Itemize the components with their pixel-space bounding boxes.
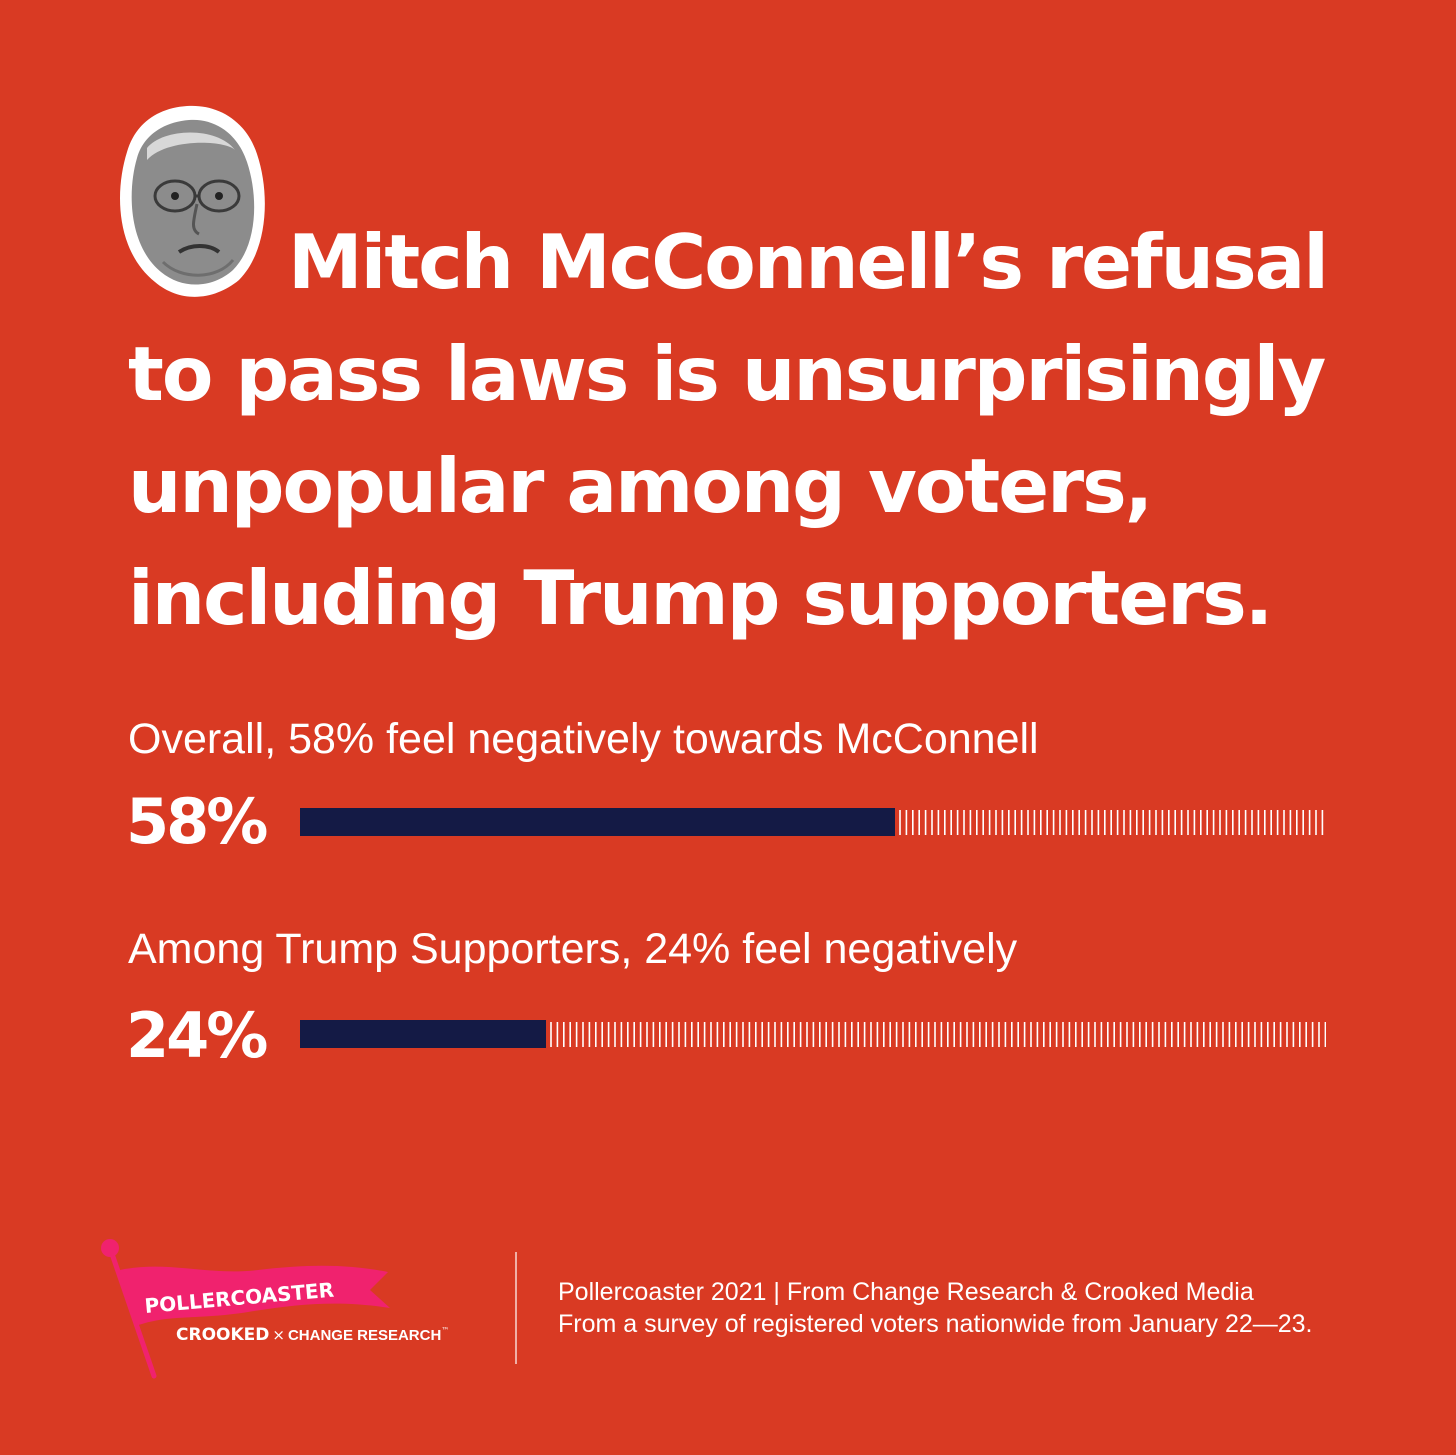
logo-x: × <box>272 1326 285 1344</box>
logo-tm: ™ <box>441 1326 449 1335</box>
flag-banner <box>120 1265 390 1326</box>
bar-track-trump-supporters <box>300 1019 1326 1049</box>
value-label-overall: 58% <box>126 785 268 858</box>
mcconnell-portrait <box>107 100 273 302</box>
bar-label-overall: Overall, 58% feel negatively towards McC… <box>128 715 1039 763</box>
bar-svg <box>300 1020 1326 1048</box>
bar-remainder-ticks <box>550 1022 1326 1047</box>
bar-fill <box>300 1020 546 1048</box>
source-line-1: Pollercoaster 2021 | From Change Researc… <box>558 1278 1254 1306</box>
footer-divider <box>515 1252 517 1364</box>
logo-crooked: CROOKED <box>176 1325 269 1345</box>
bar-fill <box>300 808 895 836</box>
value-label-trump-supporters: 24% <box>126 999 268 1072</box>
bar-label-trump-supporters: Among Trump Supporters, 24% feel negativ… <box>128 925 1018 973</box>
source-note: Pollercoaster 2021 | From Change Researc… <box>558 1276 1313 1340</box>
headline: Mitch McConnell’s refusal to pass laws i… <box>128 206 1368 654</box>
logo-change-research: CHANGE RESEARCH <box>288 1327 441 1344</box>
pollercoaster-logo: POLLERCOASTER CROOKED × CHANGE RESEARCH™ <box>98 1234 478 1384</box>
source-line-2: From a survey of registered voters natio… <box>558 1310 1313 1338</box>
bar-svg <box>300 808 1324 836</box>
flag-pole-knob <box>101 1239 119 1257</box>
bar-track-overall <box>300 807 1326 837</box>
bar-remainder-ticks <box>899 810 1324 835</box>
svg-text:CROOKED×CHANGE RESEARCH™: CROOKED × CHANGE RESEARCH™ <box>176 1325 449 1345</box>
headline-text: Mitch McConnell’s refusal to pass laws i… <box>128 218 1329 642</box>
